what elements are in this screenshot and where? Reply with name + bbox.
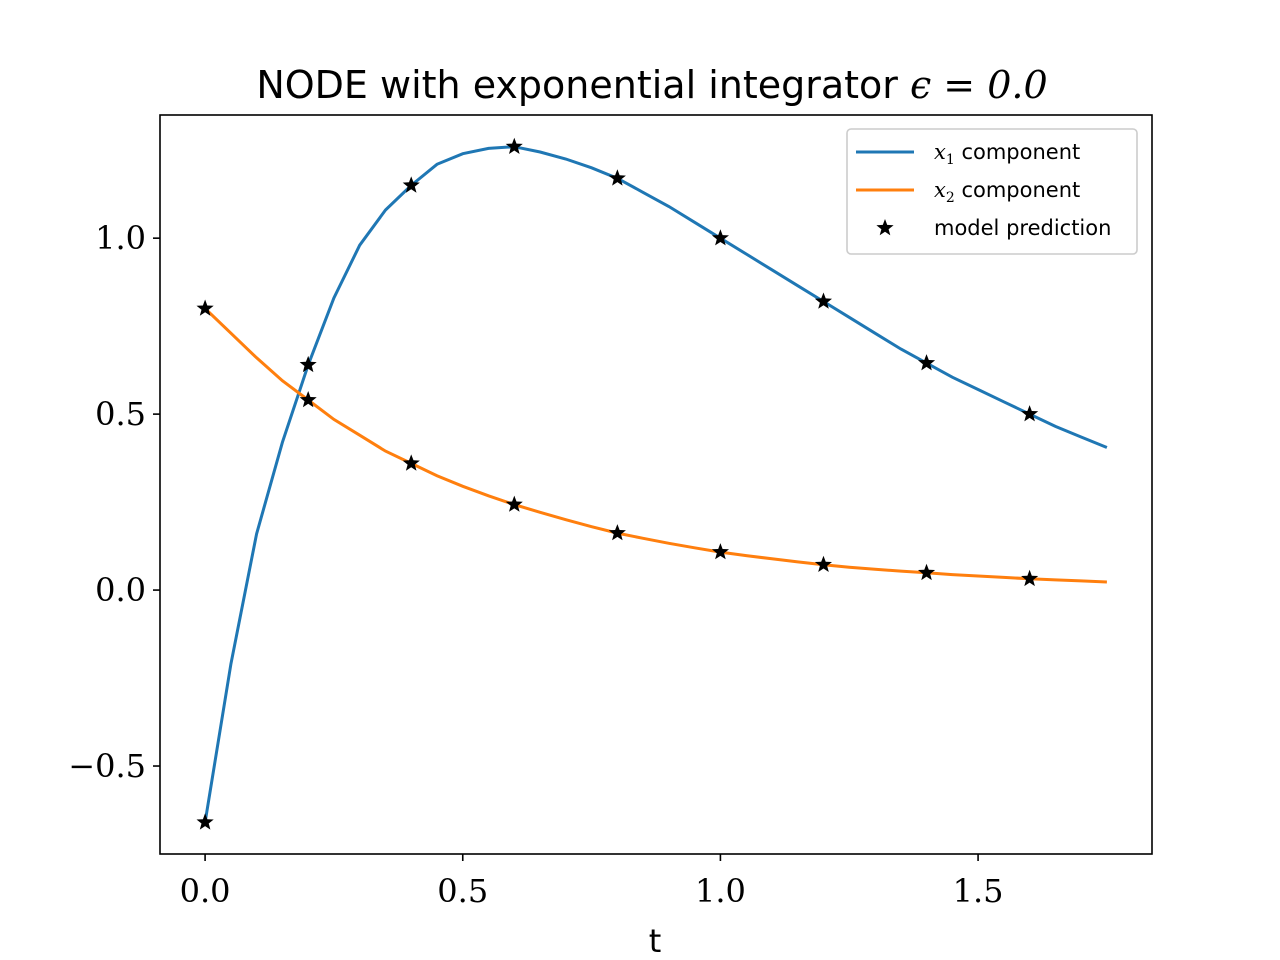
prediction-marker (299, 391, 317, 408)
prediction-marker (814, 292, 832, 309)
prediction-marker (608, 169, 626, 186)
y-tick-label: −0.5 (68, 747, 146, 785)
prediction-marker (196, 299, 214, 316)
chart-title-math: ϵ = 0.0 (910, 63, 1048, 107)
x-tick-label: 1.5 (953, 872, 1004, 910)
legend-box (846, 128, 1138, 255)
x-tick-label: 1.0 (695, 872, 746, 910)
prediction-marker (711, 543, 729, 560)
prediction-marker (1021, 405, 1039, 422)
prediction-marker (402, 454, 420, 471)
x-axis-label: t (649, 922, 662, 960)
legend-label-3: model prediction (934, 216, 1111, 240)
x-tick-label: 0.0 (180, 872, 231, 910)
prediction-marker (1021, 569, 1039, 587)
prediction-marker (918, 354, 936, 371)
legend-label-1: x1 component (934, 140, 1080, 168)
prediction-marker (505, 137, 523, 154)
series-line-2 (204, 307, 1107, 584)
legend-label-2: x2 component (934, 178, 1080, 206)
y-tick-label: 0.0 (95, 571, 146, 609)
x-axis: 0.0 0.5 1.0 1.5 (180, 854, 1004, 910)
prediction-marker (711, 229, 729, 246)
y-axis: −0.5 0.0 0.5 1.0 (68, 219, 160, 785)
prediction-marker (918, 563, 936, 581)
chart-title-text: NODE with exponential integrator (256, 63, 898, 107)
y-tick-label: 0.5 (95, 395, 146, 433)
x-tick-label: 0.5 (437, 872, 488, 910)
chart-title: NODE with exponential integrator ϵ = 0.0 (256, 63, 1047, 107)
prediction-marker (402, 176, 420, 193)
y-tick-label: 1.0 (95, 219, 146, 257)
series-line-1 (203, 145, 1108, 823)
prediction-marker (196, 813, 214, 830)
prediction-marker (505, 495, 523, 512)
prediction-marker (814, 555, 832, 572)
axes-frame (159, 114, 1153, 855)
legend: x1 component x2 component model prediction (846, 128, 1138, 255)
prediction-marker (608, 524, 626, 541)
prediction-marker (299, 355, 317, 373)
legend-marker (876, 219, 894, 236)
plot-area (159, 114, 1153, 855)
